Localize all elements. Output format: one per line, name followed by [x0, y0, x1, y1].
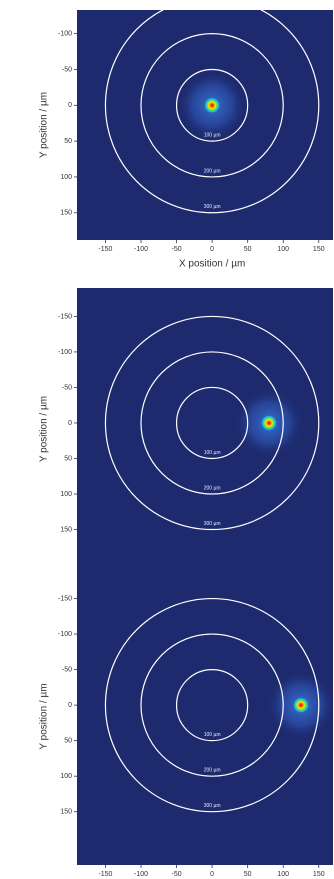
y-tick-label: -50: [62, 384, 72, 391]
panel: 100 µm 200 µm 300 µm: [77, 0, 333, 240]
y-tick-label: 100: [60, 773, 72, 780]
ring-label: 100 µm: [204, 732, 221, 738]
x-axis-label: X position / µm: [179, 259, 245, 270]
spot: [261, 415, 277, 431]
panel: 100 µm 200 µm 300 µm: [77, 568, 334, 865]
y-tick-label: 100: [60, 491, 72, 498]
x-tick-label: 50: [244, 871, 252, 878]
ring-label: 100 µm: [204, 132, 221, 138]
spot: [293, 697, 309, 713]
y-tick-label: 50: [64, 738, 72, 745]
x-tick-label: 50: [244, 246, 252, 253]
figure: 100 µm 200 µm 300 µm -150 -100 -50 0 50 100 150 -1…: [0, 0, 334, 879]
spot: [204, 97, 220, 113]
ring-label: 300 µm: [204, 521, 221, 527]
x-tick-label: 100: [277, 246, 289, 253]
y-tick-label: 50: [64, 138, 72, 145]
x-tick-label: -100: [134, 246, 148, 253]
panel: 100 µm 200 µm 300 µm: [77, 288, 333, 570]
y-tick-label: 0: [68, 420, 72, 427]
x-tick-label: -150: [98, 871, 112, 878]
x-tick-label: -50: [171, 246, 181, 253]
x-tick-label: 100: [277, 871, 289, 878]
x-tick-label: -150: [98, 246, 112, 253]
x-tick-label: 0: [210, 871, 214, 878]
y-tick-label: 0: [68, 102, 72, 109]
ring-label: 300 µm: [204, 204, 221, 210]
x-tick-label: 0: [210, 246, 214, 253]
y-tick-label: -150: [58, 313, 72, 320]
y-axis-label: Y position / µm: [39, 92, 50, 158]
y-tick-label: 150: [60, 210, 72, 217]
y-tick-label: -150: [58, 595, 72, 602]
y-axis-label: Y position / µm: [39, 683, 50, 749]
y-tick-label: -100: [58, 30, 72, 37]
y-tick-label: -50: [62, 66, 72, 73]
page: {"chart_data": [ {"type": "heatmap", "xl…: [0, 0, 334, 879]
x-tick-label: -50: [171, 871, 181, 878]
x-tick-label: 150: [313, 246, 325, 253]
y-tick-label: -100: [58, 631, 72, 638]
ring-label: 200 µm: [204, 168, 221, 174]
y-tick-label: -100: [58, 349, 72, 356]
y-tick-label: 0: [68, 702, 72, 709]
y-tick-label: -50: [62, 666, 72, 673]
y-tick-label: 150: [60, 526, 72, 533]
ring-label: 300 µm: [204, 803, 221, 809]
ring-label: 200 µm: [204, 768, 221, 774]
y-tick-label: 150: [60, 809, 72, 816]
x-tick-label: -100: [134, 871, 148, 878]
y-axis-label: Y position / µm: [39, 396, 50, 462]
ring-label: 100 µm: [204, 450, 221, 456]
ring-label: 200 µm: [204, 485, 221, 491]
y-tick-label: 100: [60, 174, 72, 181]
x-tick-label: 150: [313, 871, 325, 878]
y-tick-label: 50: [64, 455, 72, 462]
